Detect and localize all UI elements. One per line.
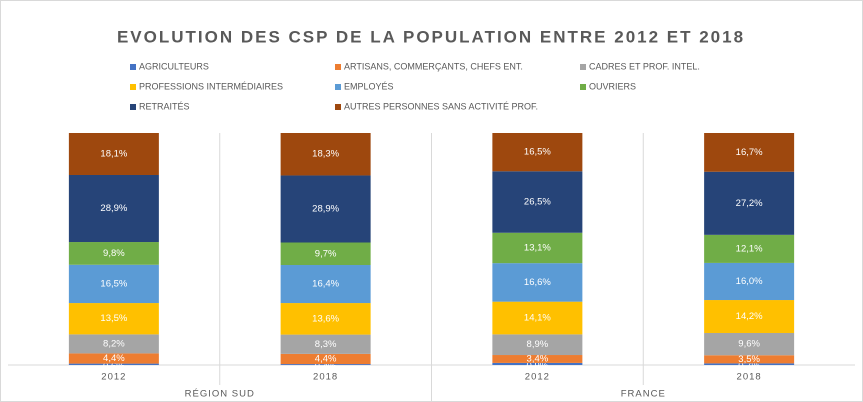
bar-segment [280, 334, 371, 354]
data-label: 27,2% [736, 198, 763, 209]
legend-swatch [335, 84, 341, 90]
bar-segment [704, 355, 795, 364]
data-label: 4,4% [315, 353, 337, 364]
legend-swatch [335, 64, 341, 70]
bar-segment [704, 171, 795, 235]
x-tick-label: 2018 [737, 372, 762, 383]
legend-swatch [130, 64, 136, 70]
data-label: 13,6% [312, 313, 339, 324]
chart-title: EVOLUTION DES CSP DE LA POPULATION ENTRE… [117, 27, 745, 46]
legend-label: OUVRIERS [589, 81, 636, 91]
legend-label: AGRICULTEURS [139, 61, 209, 71]
data-label: 9,8% [103, 248, 125, 259]
data-label: 16,4% [312, 279, 339, 290]
data-label: 16,5% [524, 147, 551, 158]
data-label: 14,2% [736, 311, 763, 322]
data-label: 0,6% [103, 361, 125, 372]
bar-segment [704, 363, 795, 365]
data-label: 26,5% [524, 197, 551, 208]
bar-segment [492, 362, 583, 365]
x-tick-label: 2012 [525, 372, 550, 383]
bar-segment [68, 174, 159, 243]
legend-label: EMPLOYÉS [344, 81, 394, 91]
legend-swatch [130, 104, 136, 110]
bar-segment [68, 353, 159, 364]
legend-label: RETRAITÉS [139, 101, 190, 111]
bar-segment [492, 334, 583, 356]
bar-segment [280, 175, 371, 243]
data-label: 13,1% [524, 242, 551, 253]
legend-swatch [130, 84, 136, 90]
bar-segment [492, 301, 583, 335]
x-tick-label: 2018 [313, 372, 338, 383]
bar-segment [68, 303, 159, 335]
data-label: 0,9% [527, 360, 549, 371]
bar-segment [704, 300, 795, 333]
group-label: FRANCE [621, 389, 666, 400]
data-label: 3,5% [738, 354, 760, 365]
data-label: 9,6% [738, 339, 760, 350]
bar-segment [492, 232, 583, 264]
bar-segment [68, 242, 159, 265]
group-label: RÉGION SUD [185, 389, 255, 400]
bar-segment [68, 363, 159, 365]
bar-segment [492, 171, 583, 233]
data-label: 28,9% [312, 203, 339, 214]
data-label: 8,3% [315, 339, 337, 350]
data-label: 8,9% [527, 339, 549, 350]
bar-segment [704, 262, 795, 301]
data-label: 8,2% [103, 338, 125, 349]
data-label: 4,4% [103, 353, 125, 364]
legend-label: ARTISANS, COMMERÇANTS, CHEFS ENT. [344, 61, 523, 71]
bar-segment [280, 364, 371, 365]
legend-label: PROFESSIONS INTERMÉDIAIRES [139, 81, 283, 91]
bar-segment [492, 133, 583, 172]
data-label: 16,7% [736, 147, 763, 158]
data-label: 18,3% [312, 149, 339, 160]
legend-swatch [580, 64, 586, 70]
bar-segment [492, 355, 583, 363]
x-tick-label: 2012 [101, 372, 126, 383]
legend-label: AUTRES PERSONNES SANS ACTIVITÉ PROF. [344, 101, 538, 111]
data-label: 3,4% [527, 353, 549, 364]
data-label: 16,6% [524, 277, 551, 288]
data-label: 9,7% [315, 248, 337, 259]
legend-swatch [580, 84, 586, 90]
legend-label: CADRES ET PROF. INTEL. [589, 61, 700, 71]
bar-segment [280, 265, 371, 304]
bar-segment [280, 242, 371, 266]
data-label: 16,0% [736, 276, 763, 287]
data-label: 0,7% [738, 361, 760, 372]
bar-segment [704, 332, 795, 356]
data-label: 13,5% [100, 313, 127, 324]
bar-segment [280, 303, 371, 335]
bar-segment [704, 234, 795, 263]
legend-swatch [335, 104, 341, 110]
bar-segment [704, 133, 795, 172]
data-label: 18,1% [100, 149, 127, 160]
bar-segment [492, 263, 583, 302]
data-label: 14,1% [524, 313, 551, 324]
bar-segment [280, 133, 371, 176]
bar-segment [280, 353, 371, 365]
data-label: 0,4% [315, 361, 337, 372]
data-label: 28,9% [100, 203, 127, 214]
data-label: 16,5% [100, 278, 127, 289]
bar-segment [68, 334, 159, 354]
data-label: 12,1% [736, 243, 763, 254]
bar-segment [68, 133, 159, 175]
bar-segment [68, 264, 159, 304]
